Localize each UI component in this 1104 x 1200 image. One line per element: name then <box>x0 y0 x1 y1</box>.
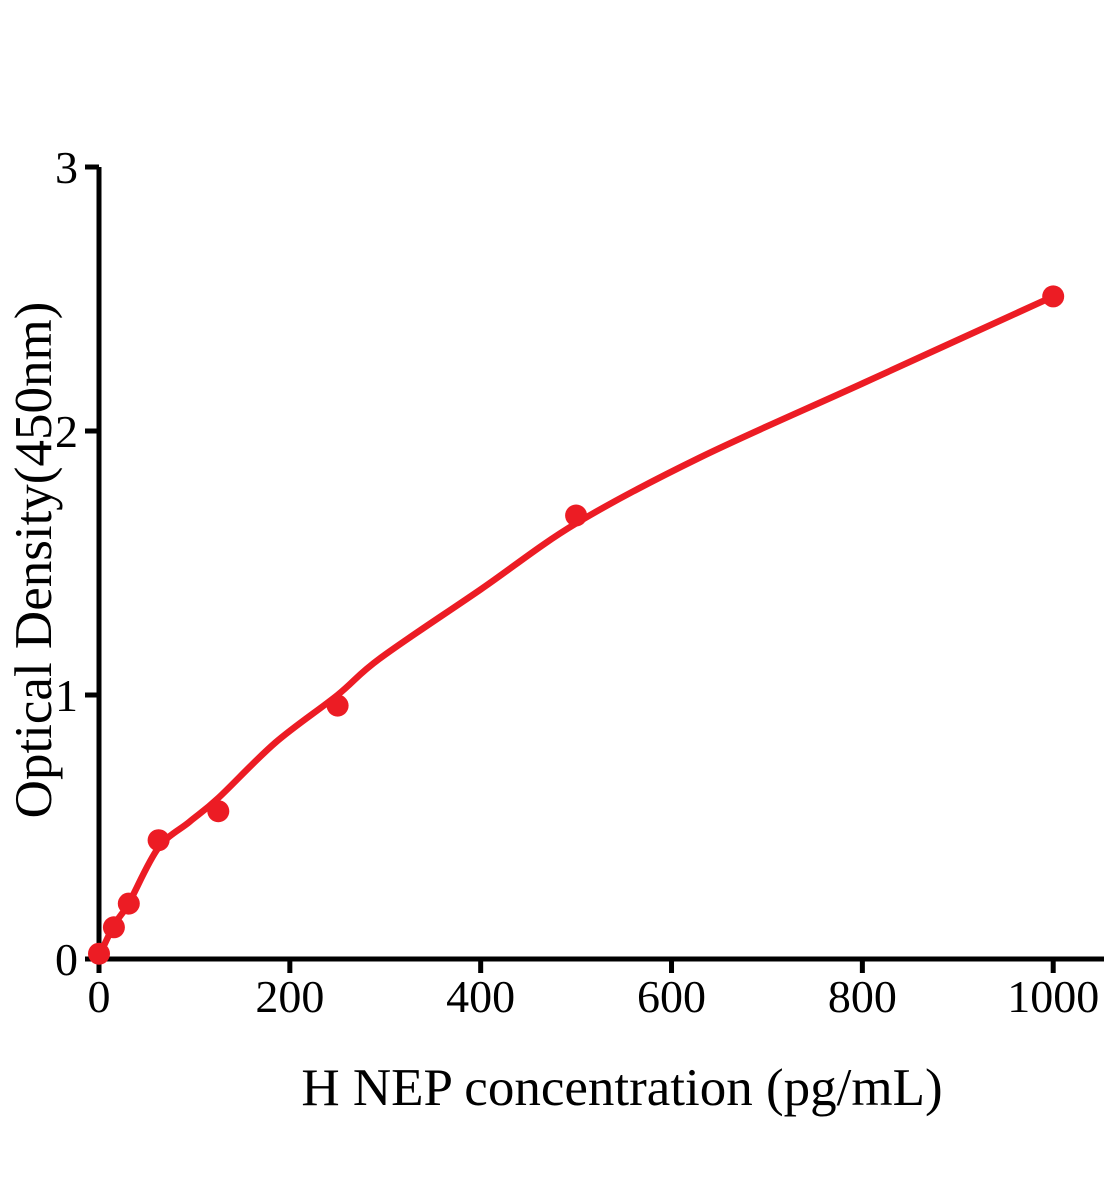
x-tick-label: 400 <box>446 971 515 1022</box>
y-tick-label: 0 <box>55 934 78 985</box>
x-tick-label: 1000 <box>1007 971 1099 1022</box>
fit-curve <box>95 293 1057 960</box>
x-tick-label: 0 <box>88 971 111 1022</box>
data-point <box>207 800 230 823</box>
data-point <box>147 829 170 852</box>
x-axis-title: H NEP concentration (pg/mL) <box>301 1059 943 1117</box>
data-point <box>88 942 110 965</box>
y-axis-title: Optical Density(450nm) <box>5 301 63 819</box>
y-tick-label: 2 <box>55 406 78 457</box>
y-tick-label: 1 <box>55 670 78 721</box>
data-point <box>326 694 349 717</box>
x-tick-label: 600 <box>637 971 706 1022</box>
x-tick-label: 800 <box>828 971 897 1022</box>
data-point <box>1042 285 1065 308</box>
y-tick-label: 3 <box>55 142 78 193</box>
data-point <box>102 916 125 939</box>
data-point <box>565 504 588 527</box>
data-point <box>117 892 140 915</box>
axis-lines <box>96 167 1104 962</box>
x-tick-label: 200 <box>255 971 324 1022</box>
